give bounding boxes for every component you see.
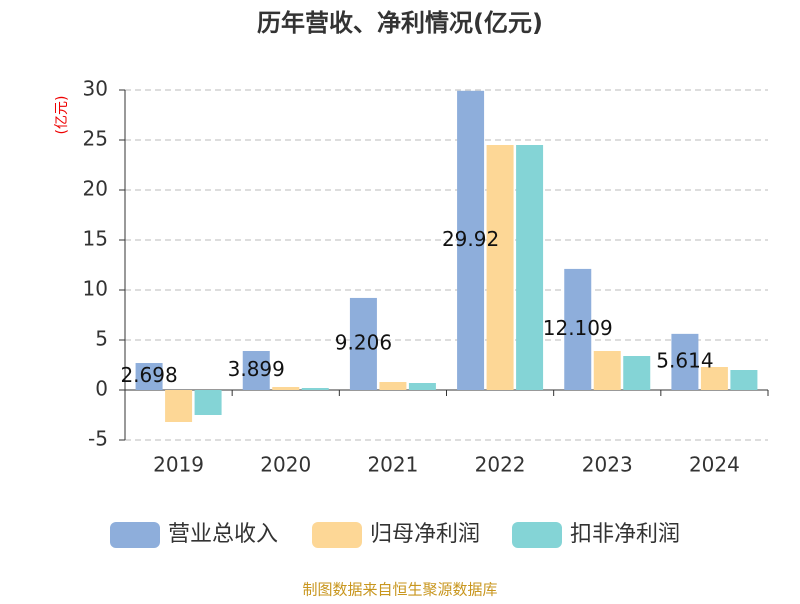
legend-swatch bbox=[312, 522, 362, 548]
data-label: 2.698 bbox=[120, 363, 177, 387]
data-label: 5.614 bbox=[656, 348, 713, 372]
bar bbox=[135, 363, 163, 390]
y-axis-label: (亿元) bbox=[54, 96, 70, 135]
y-tick-label: 30 bbox=[83, 77, 108, 101]
y-tick-label: 15 bbox=[83, 227, 108, 251]
bar bbox=[165, 390, 193, 422]
y-tick-label: -5 bbox=[88, 427, 108, 451]
bar bbox=[593, 351, 621, 390]
x-tick-label: 2021 bbox=[367, 453, 418, 477]
x-tick-label: 2024 bbox=[689, 453, 740, 477]
bar bbox=[272, 387, 300, 390]
bar bbox=[700, 367, 728, 390]
x-tick-label: 2022 bbox=[475, 453, 526, 477]
data-label: 9.206 bbox=[335, 330, 392, 354]
bar bbox=[408, 383, 436, 390]
bar bbox=[301, 388, 329, 390]
bar bbox=[564, 268, 592, 390]
data-label: 12.109 bbox=[543, 316, 613, 340]
source-note: 制图数据来自恒生聚源数据库 bbox=[302, 581, 497, 599]
x-tick-label: 2020 bbox=[260, 453, 311, 477]
bar bbox=[516, 145, 544, 390]
bar bbox=[671, 333, 699, 390]
legend-label: 扣非净利润 bbox=[570, 522, 680, 547]
y-tick-label: 25 bbox=[83, 127, 108, 151]
legend-label: 营业总收入 bbox=[168, 522, 278, 547]
bar bbox=[457, 90, 485, 391]
bar bbox=[349, 297, 377, 390]
y-tick-label: 5 bbox=[95, 327, 108, 351]
data-label: 29.92 bbox=[442, 227, 499, 251]
legend-label: 归母净利润 bbox=[370, 522, 480, 547]
bar bbox=[623, 356, 651, 390]
bar bbox=[379, 382, 407, 390]
legend-swatch bbox=[110, 522, 160, 548]
x-tick-label: 2023 bbox=[582, 453, 633, 477]
bar bbox=[730, 370, 758, 390]
y-tick-label: 20 bbox=[83, 177, 108, 201]
y-tick-label: 10 bbox=[83, 277, 108, 301]
bar bbox=[242, 351, 270, 390]
x-tick-label: 2019 bbox=[153, 453, 204, 477]
data-label: 3.899 bbox=[228, 357, 285, 381]
y-tick-label: 0 bbox=[95, 377, 108, 401]
chart-title: 历年营收、净利情况(亿元) bbox=[257, 9, 543, 37]
legend-swatch bbox=[512, 522, 562, 548]
bar bbox=[486, 145, 514, 390]
bar bbox=[194, 390, 222, 415]
